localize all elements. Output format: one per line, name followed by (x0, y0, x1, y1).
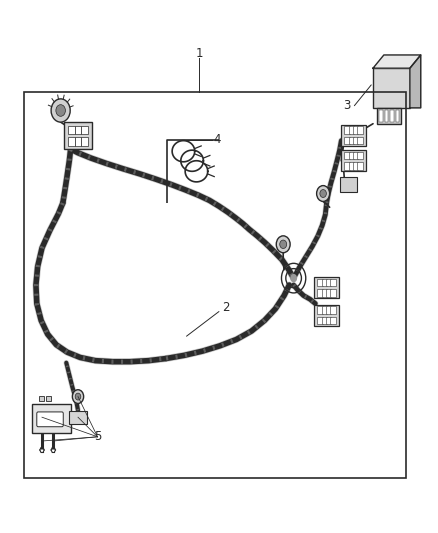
Bar (349, 137, 354, 144)
Bar (46, 396, 51, 401)
Bar (326, 306, 332, 313)
Bar (353, 126, 358, 134)
Bar (318, 306, 323, 313)
Polygon shape (410, 55, 421, 108)
Circle shape (280, 240, 287, 248)
Circle shape (72, 390, 84, 403)
Polygon shape (373, 55, 421, 68)
Bar (322, 279, 327, 286)
Bar (341, 150, 366, 171)
Bar (385, 110, 388, 122)
Bar (344, 126, 350, 134)
Circle shape (317, 185, 330, 201)
Bar (357, 163, 363, 169)
Bar (67, 138, 74, 146)
Bar (357, 137, 363, 144)
Bar (24, 92, 406, 478)
Bar (322, 289, 327, 297)
Bar (331, 289, 336, 297)
Bar (81, 126, 88, 134)
Bar (341, 125, 366, 146)
Text: 1: 1 (196, 47, 203, 60)
Bar (318, 317, 323, 324)
Circle shape (276, 236, 290, 253)
Bar (349, 126, 354, 134)
Bar (74, 138, 81, 146)
Bar (353, 137, 358, 144)
Bar (379, 110, 382, 122)
Bar (32, 404, 71, 433)
Bar (81, 138, 88, 146)
Bar (378, 108, 401, 124)
Bar (322, 317, 327, 324)
FancyBboxPatch shape (37, 412, 63, 427)
Bar (349, 163, 354, 169)
Text: 4: 4 (213, 133, 221, 146)
Bar (344, 152, 350, 159)
Bar (326, 279, 332, 286)
Circle shape (290, 274, 297, 282)
Bar (331, 306, 336, 313)
Bar (344, 163, 350, 169)
Bar (64, 122, 92, 149)
Bar (353, 163, 358, 169)
Bar (390, 110, 394, 122)
Bar (318, 279, 323, 286)
Bar (326, 317, 332, 324)
Text: 3: 3 (343, 99, 351, 112)
Bar (349, 152, 354, 159)
Bar (353, 152, 358, 159)
Bar (340, 177, 357, 192)
Text: 2: 2 (222, 301, 229, 314)
Bar (74, 126, 81, 134)
Bar (69, 410, 87, 424)
Circle shape (75, 393, 81, 400)
Bar (322, 306, 327, 313)
Bar (373, 68, 410, 108)
Bar (331, 317, 336, 324)
Bar (357, 152, 363, 159)
Bar (396, 110, 399, 122)
Bar (318, 289, 323, 297)
Bar (331, 279, 336, 286)
Bar (357, 126, 363, 134)
Bar (314, 277, 339, 298)
Bar (67, 126, 74, 134)
Bar (314, 304, 339, 326)
Text: 5: 5 (94, 430, 101, 443)
Bar (39, 396, 44, 401)
Circle shape (51, 99, 70, 122)
Circle shape (320, 190, 326, 198)
Bar (326, 289, 332, 297)
Circle shape (56, 104, 65, 116)
Bar (344, 137, 350, 144)
